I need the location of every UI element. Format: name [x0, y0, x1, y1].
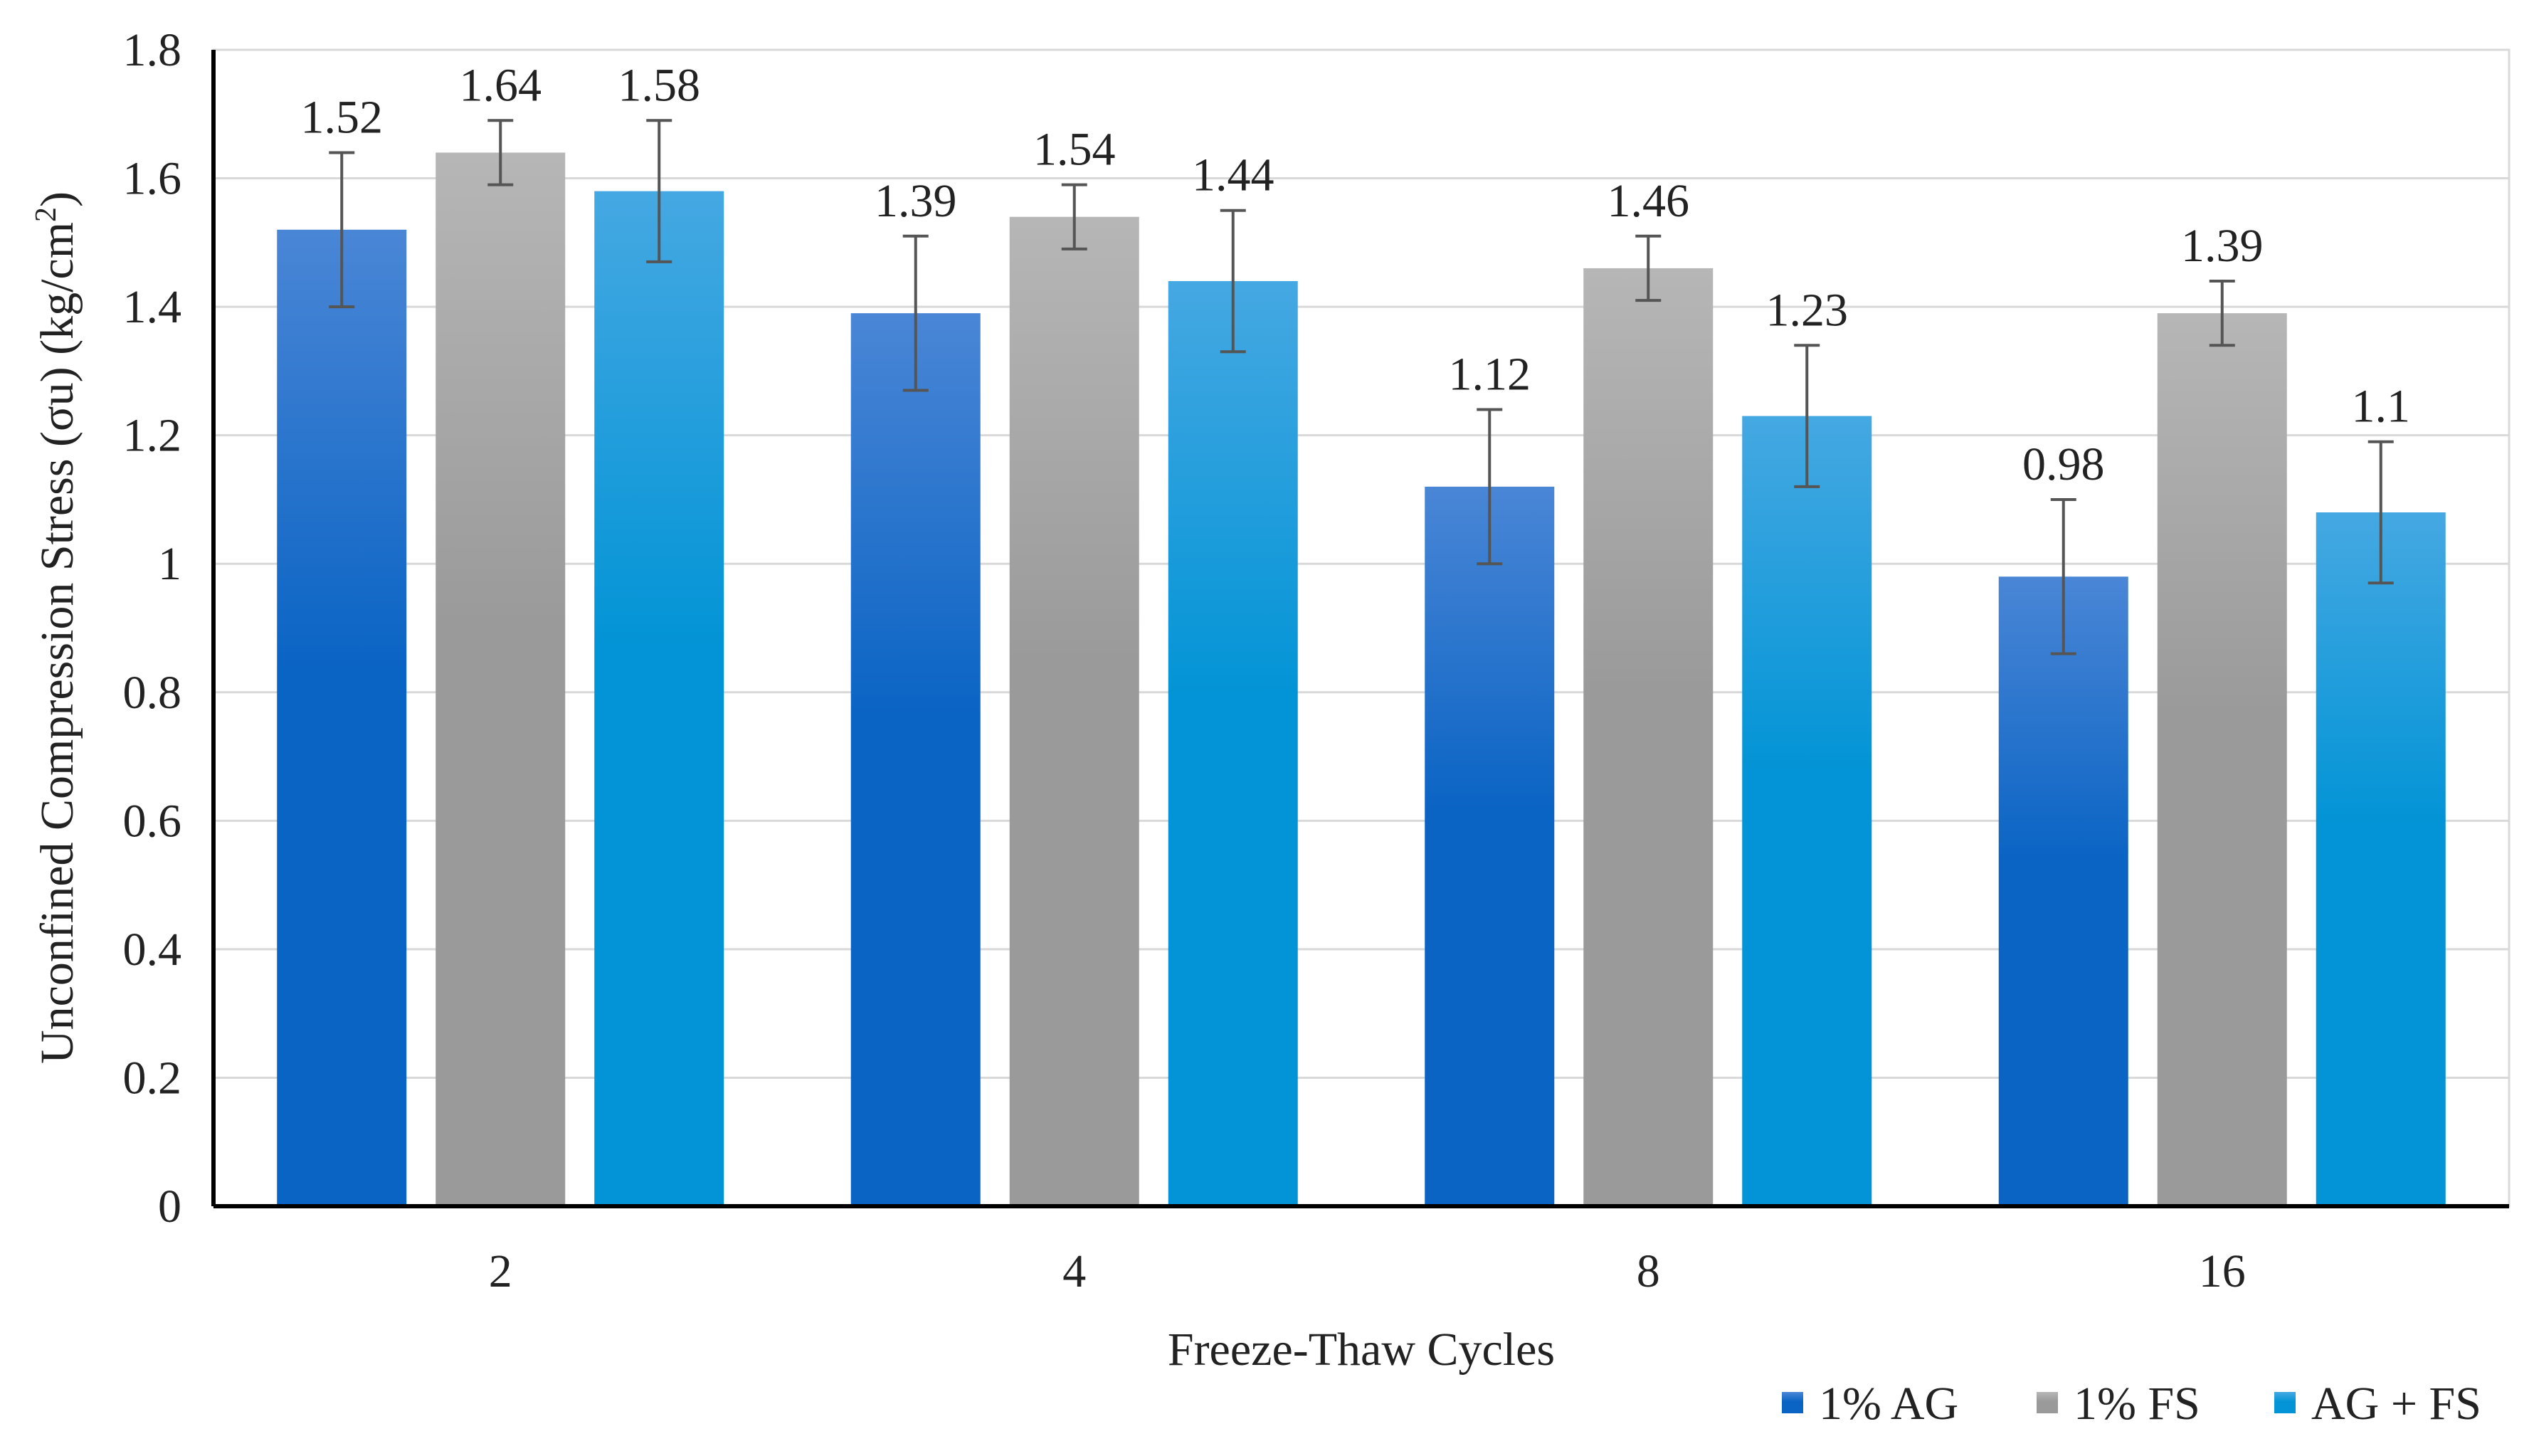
y-axis-title: Unconfined Compression Stress (σu) (kg/c…	[30, 191, 83, 1064]
y-tick-label: 0.4	[123, 924, 182, 976]
bar-1-fs-8	[1583, 268, 1714, 1206]
data-label: 1.39	[2181, 220, 2264, 272]
x-tick-label: 2	[489, 1245, 512, 1297]
error-bar	[1061, 183, 1087, 250]
bar-1-ag-16	[1998, 576, 2128, 1206]
legend-swatch	[2274, 1392, 2296, 1413]
error-bar	[1477, 408, 1503, 566]
data-label: 0.98	[2022, 438, 2105, 490]
y-tick-label: 0.8	[123, 667, 182, 719]
data-label: 1.52	[301, 91, 384, 143]
error-bar	[1220, 209, 1246, 354]
y-tick-label: 1.4	[123, 281, 182, 333]
x-tick-label: 8	[1637, 1245, 1660, 1297]
error-bar	[1635, 234, 1662, 302]
y-tick-label: 1.2	[123, 410, 182, 462]
error-bar	[2367, 440, 2394, 585]
legend-swatch	[1782, 1392, 1803, 1413]
error-bar	[2209, 280, 2235, 347]
y-tick-label: 1.6	[123, 153, 182, 205]
error-bar	[646, 119, 672, 263]
x-axis-ticks: 2 4 8 16	[489, 1245, 2246, 1297]
error-bar	[2050, 497, 2076, 655]
bar-ag-fs-16	[2316, 512, 2446, 1206]
x-tick-label: 16	[2199, 1245, 2246, 1297]
error-bar	[1794, 344, 1820, 488]
y-tick-label: 0.2	[123, 1052, 182, 1104]
bars	[277, 152, 2446, 1207]
error-bar	[487, 119, 514, 186]
data-label: 1.39	[875, 175, 957, 227]
y-axis-title-main: Unconfined Compression Stress (σu) (kg/c…	[31, 222, 83, 1064]
y-tick-label: 1.8	[123, 24, 182, 76]
y-tick-label: 0	[158, 1181, 181, 1233]
legend-label: 1% FS	[2074, 1378, 2200, 1430]
legend-label: AG + FS	[2311, 1378, 2481, 1430]
legend: 1% AG 1% FS AG + FS	[1782, 1378, 2481, 1430]
data-label: 1.44	[1192, 149, 1274, 201]
x-axis-title: Freeze-Thaw Cycles	[1168, 1324, 1555, 1376]
y-axis-title-tail: )	[31, 191, 83, 207]
bar-1-fs-16	[2157, 313, 2287, 1206]
error-bar	[329, 151, 355, 309]
data-labels: 1.52 1.64 1.58 1.39 1.54 1.44 1.12 1.46 1.23 0.98…	[301, 59, 2411, 490]
data-label: 1.1	[2352, 381, 2411, 433]
legend-label: 1% AG	[1819, 1378, 1958, 1430]
legend-swatch	[2037, 1392, 2058, 1413]
y-tick-label: 0.6	[123, 795, 182, 847]
bar-ag-fs-4	[1168, 281, 1298, 1206]
bar-ag-fs-2	[594, 191, 724, 1207]
bar-ag-fs-8	[1742, 416, 1872, 1207]
x-tick-label: 4	[1062, 1245, 1086, 1297]
data-label: 1.46	[1607, 175, 1690, 227]
bar-1-fs-4	[1009, 216, 1139, 1207]
error-bars	[329, 119, 2394, 655]
data-label: 1.12	[1449, 349, 1531, 401]
data-label: 1.64	[460, 59, 542, 111]
data-label: 1.58	[618, 59, 701, 111]
y-axis-ticks: 0 0.2 0.4 0.6 0.8 1 1.2 1.4 1.6 1.8	[123, 24, 182, 1233]
y-tick-label: 1	[158, 538, 181, 590]
y-axis-title-superscript: 2	[30, 207, 63, 222]
error-bar	[902, 234, 929, 392]
bar-1-ag-8	[1425, 486, 1555, 1206]
bar-1-fs-2	[435, 152, 566, 1206]
bar-1-ag-4	[850, 313, 981, 1206]
data-label: 1.54	[1033, 124, 1116, 176]
bar-1-ag-2	[277, 229, 407, 1206]
data-label: 1.23	[1766, 284, 1849, 336]
